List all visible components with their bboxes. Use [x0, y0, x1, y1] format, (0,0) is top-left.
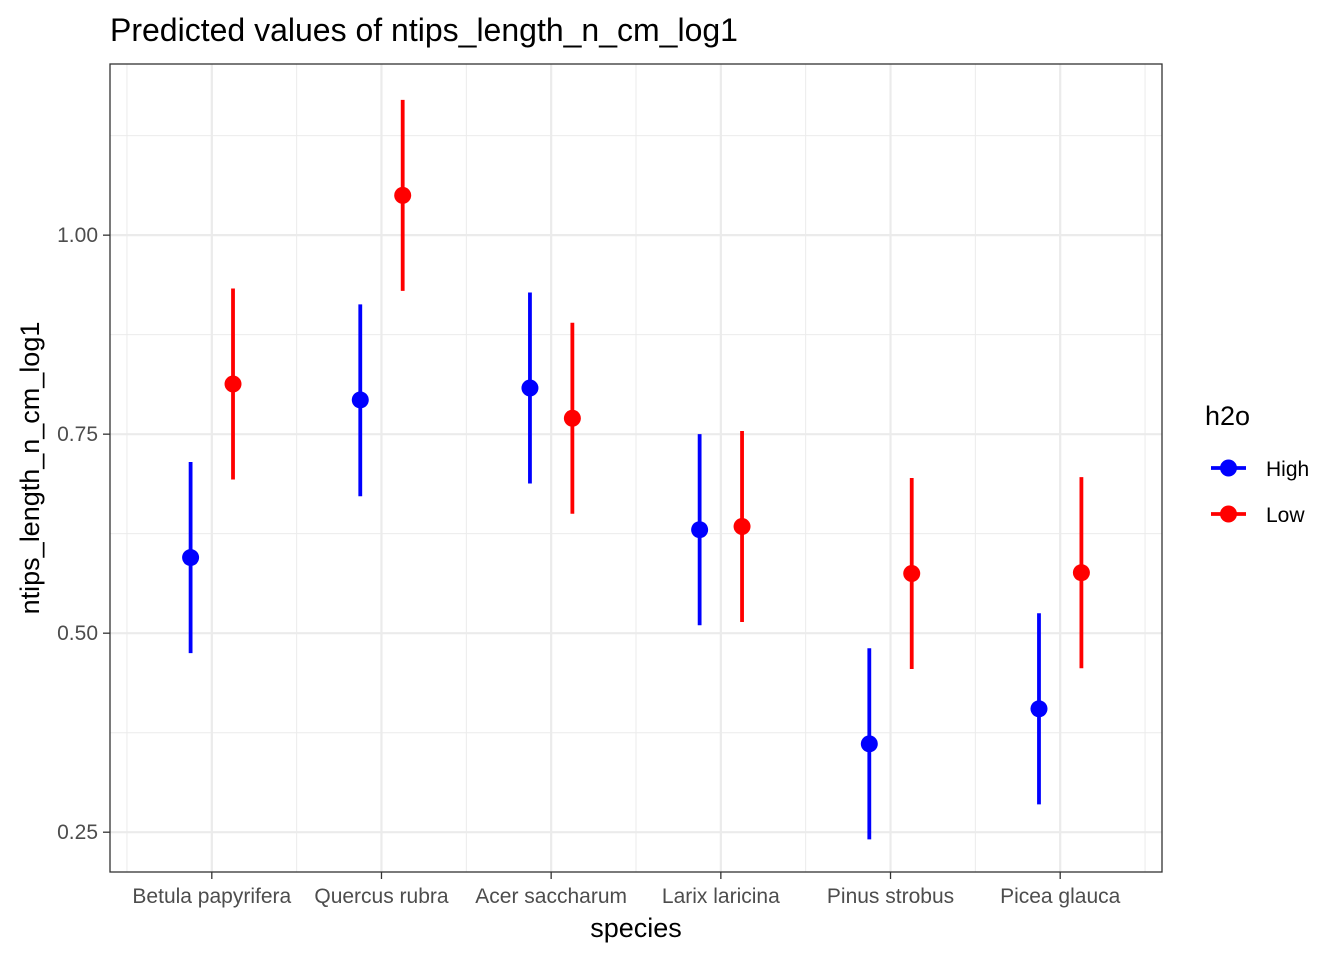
minor-gridlines [110, 64, 1162, 872]
legend-items: High Low [1211, 458, 1309, 527]
data-point [733, 518, 751, 536]
y-tick-label: 0.25 [57, 821, 98, 844]
data-point [860, 735, 878, 753]
x-tick-label: Quercus rubra [314, 885, 449, 908]
y-axis: 0.25 0.50 0.75 1.00 [57, 224, 110, 844]
legend-label: Low [1266, 504, 1305, 527]
panel-border [109, 63, 1163, 873]
data-point [563, 409, 581, 427]
legend: h2o High Low [1205, 401, 1309, 527]
data-point [691, 521, 709, 539]
data-point [224, 375, 242, 393]
legend-label: High [1266, 458, 1309, 481]
x-tick-label: Acer saccharum [475, 885, 627, 908]
x-axis: Betula papyrifera Quercus rubra Acer sacch… [132, 872, 1121, 908]
major-gridlines [110, 64, 1162, 872]
data-point [351, 391, 369, 409]
data-marks [182, 99, 1090, 840]
data-point [1072, 564, 1090, 582]
x-tick-label: Picea glauca [1000, 885, 1121, 908]
series-low [224, 99, 1090, 670]
legend-item-low: Low [1211, 504, 1305, 527]
series-high [182, 292, 1048, 840]
x-axis-title: species [590, 913, 682, 943]
legend-title: h2o [1205, 401, 1250, 431]
data-point [1030, 700, 1048, 718]
data-point [182, 549, 200, 567]
data-point [521, 379, 539, 397]
y-tick-label: 0.75 [57, 423, 98, 446]
y-axis-title: ntips_length_n_cm_log1 [15, 322, 45, 615]
legend-key-point [1220, 459, 1237, 477]
y-tick-label: 1.00 [57, 224, 98, 247]
data-point [394, 186, 412, 204]
legend-key-point [1220, 505, 1237, 523]
data-point [903, 564, 921, 582]
legend-item-high: High [1211, 458, 1309, 481]
x-tick-label: Larix laricina [662, 885, 780, 908]
y-tick-label: 0.50 [57, 622, 98, 645]
chart-title: Predicted values of ntips_length_n_cm_lo… [110, 12, 738, 48]
x-tick-label: Betula papyrifera [132, 885, 291, 908]
x-tick-label: Pinus strobus [827, 885, 954, 908]
